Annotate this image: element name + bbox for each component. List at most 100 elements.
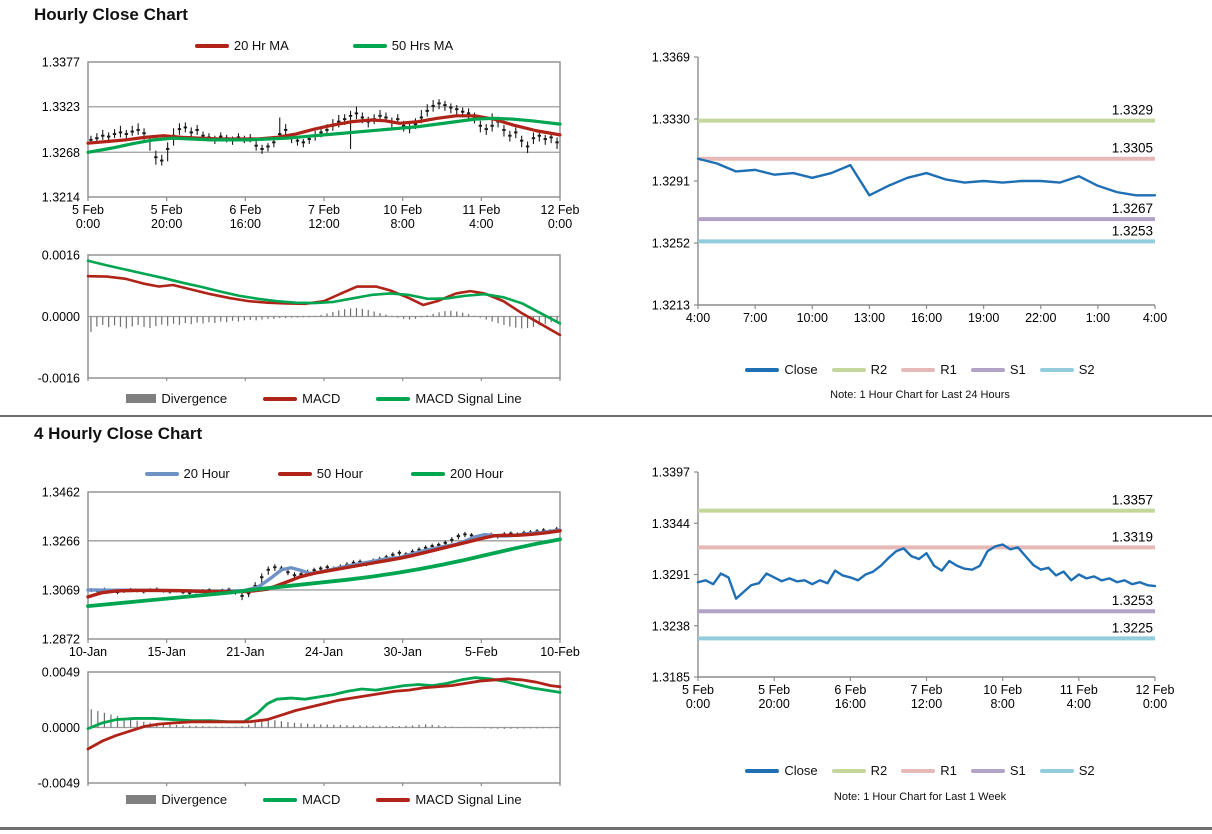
hourly-macd-chart-canvas: 0.0016 0.0000 -0.0016 <box>38 249 562 386</box>
level-label-s2: 1.3225 <box>1112 620 1153 635</box>
y-tick-label: 1.3369 <box>652 51 690 65</box>
x-tick-label: 0:00 <box>1143 697 1167 711</box>
x-tick-label: 4:00 <box>1143 311 1167 325</box>
y-tick-label: 1.3268 <box>42 146 80 160</box>
y-tick-label: 1.3213 <box>652 299 690 313</box>
macd-line-swatch-icon <box>263 797 298 802</box>
close-line-swatch-icon <box>745 768 780 773</box>
legend-item: R2 <box>831 362 888 377</box>
fourh-price-legend: 20 Hour 50 Hour 200 Hour <box>88 466 560 481</box>
x-tick-label: 7:00 <box>743 311 767 325</box>
y-tick-label: 1.3462 <box>42 486 80 500</box>
divergence-bar-swatch-icon <box>126 394 157 403</box>
x-tick-label: 10:00 <box>797 311 828 325</box>
x-tick-label: 12 Feb <box>541 203 580 217</box>
fourh-sr-legend: Close R2 R1 S1 S2 <box>685 763 1155 778</box>
close-line-swatch-icon <box>745 367 780 372</box>
level-label-r1: 1.3319 <box>1112 529 1153 544</box>
x-tick-label: 19:00 <box>968 311 999 325</box>
legend-label: 200 Hour <box>450 466 504 481</box>
y-tick-label: 1.3323 <box>42 100 80 114</box>
series-200-hour <box>86 537 562 609</box>
x-tick-label: 24-Jan <box>305 645 343 659</box>
legend-item: 20 Hour <box>144 466 230 481</box>
x-tick-label: 8:00 <box>990 697 1014 711</box>
legend-item: R2 <box>831 763 887 778</box>
y-tick-label: -0.0049 <box>38 777 80 791</box>
hourly-macd-legend: Divergence MACD MACD Signal Line <box>88 391 560 406</box>
legend-label: MACD <box>302 391 341 406</box>
legend-label: R1 <box>940 763 957 778</box>
x-tick-label: 12:00 <box>308 217 339 231</box>
level-label-r2: 1.3357 <box>1112 493 1153 508</box>
x-tick-label: 30-Jan <box>384 645 422 659</box>
x-tick-label: 7 Feb <box>911 683 943 697</box>
x-tick-label: 16:00 <box>911 311 942 325</box>
fourh-sr-note: Note: 1 Hour Chart for Last 1 Week <box>833 791 1007 803</box>
legend-label: Close <box>784 362 818 377</box>
legend-item: 200 Hour <box>411 466 503 481</box>
x-tick-label: 7 Feb <box>308 203 340 217</box>
x-tick-label: 15-Jan <box>148 645 186 659</box>
legend-item: MACD Signal Line <box>376 792 522 807</box>
legend-label: S1 <box>1009 763 1026 778</box>
legend-item: 50 Hrs MA <box>352 38 453 53</box>
legend-item: S2 <box>1039 362 1095 377</box>
x-tick-label: 5-Feb <box>465 645 498 659</box>
x-tick-label: 0:00 <box>686 697 710 711</box>
legend-label: R2 <box>870 362 888 377</box>
legend-label: 50 Hour <box>316 466 363 481</box>
x-tick-label: 4:00 <box>686 311 710 325</box>
x-tick-label: 4:00 <box>1067 697 1091 711</box>
s1-line-swatch-icon <box>970 367 1005 372</box>
y-tick-label: 1.3252 <box>652 237 690 251</box>
series-macd-signal-line <box>86 677 562 751</box>
legend-label: Close <box>784 763 818 778</box>
legend-item: 50 Hour <box>277 466 363 481</box>
macd-signal-swatch-icon <box>376 797 411 802</box>
legend-item: MACD <box>263 391 340 406</box>
x-tick-label: 10 Feb <box>983 683 1022 697</box>
x-tick-label: 6 Feb <box>229 203 261 217</box>
macd-signal-swatch-icon <box>376 396 411 401</box>
legend-item: Divergence <box>126 792 227 807</box>
series-macd <box>86 274 562 337</box>
level-label-r2: 1.3329 <box>1112 103 1153 118</box>
legend-label: S1 <box>1009 362 1026 377</box>
y-tick-label: 0.0000 <box>42 310 80 324</box>
legend-item: S1 <box>970 763 1026 778</box>
s1-line-swatch-icon <box>970 768 1005 773</box>
legend-label: 20 Hr MA <box>233 38 289 53</box>
x-tick-label: 6 Feb <box>834 683 866 697</box>
r2-line-swatch-icon <box>831 768 866 773</box>
level-label-r1: 1.3305 <box>1112 141 1153 156</box>
x-tick-label: 0:00 <box>76 217 100 231</box>
x-tick-label: 0:00 <box>548 217 572 231</box>
x-tick-label: 10-Jan <box>69 645 107 659</box>
x-tick-label: 20:00 <box>759 697 790 711</box>
series-20-hr-ma <box>86 114 562 145</box>
s2-line-swatch-icon <box>1039 768 1074 773</box>
legend-label: MACD Signal Line <box>415 792 522 807</box>
legend-label: 20 Hour <box>183 466 230 481</box>
plot-frame <box>87 61 561 198</box>
y-tick-label: 1.3238 <box>652 619 690 633</box>
x-tick-label: 5 Feb <box>72 203 104 217</box>
legend-label: R1 <box>940 362 957 377</box>
x-tick-label: 10-Feb <box>540 645 580 659</box>
y-tick-label: 0.0049 <box>42 666 80 680</box>
series-close <box>696 543 1157 600</box>
plot-frame <box>87 491 561 640</box>
x-tick-label: 16:00 <box>230 217 261 231</box>
series-close <box>696 157 1157 197</box>
macd-line-swatch-icon <box>263 396 298 401</box>
legend-item: S1 <box>970 362 1026 377</box>
y-tick-label: 1.3344 <box>652 517 690 531</box>
s2-line-swatch-icon <box>1039 367 1074 372</box>
y-tick-label: 1.3397 <box>652 466 690 480</box>
legend-label: MACD Signal Line <box>415 391 522 406</box>
fourh-sr-chart-canvas: 1.3397 1.3344 1.3291 1.3238 1.3185 1.3357 1.33… <box>652 466 1175 712</box>
legend-label: S2 <box>1078 362 1095 377</box>
legend-label: Divergence <box>161 792 228 807</box>
